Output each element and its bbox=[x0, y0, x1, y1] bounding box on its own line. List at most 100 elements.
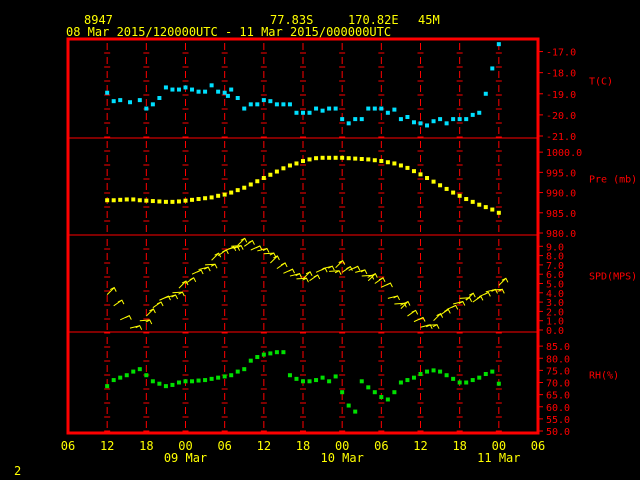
rh-point bbox=[131, 369, 136, 374]
rh-point bbox=[457, 380, 462, 385]
temperature-point bbox=[333, 106, 338, 111]
wind-arrow bbox=[237, 237, 246, 246]
temperature-point bbox=[444, 121, 449, 126]
rh-point bbox=[379, 395, 384, 400]
wind-arrow-head bbox=[255, 245, 263, 251]
pressure-point bbox=[281, 166, 286, 171]
wind-arrow-head bbox=[164, 295, 171, 301]
pressure-point bbox=[118, 197, 123, 202]
wind-arrow bbox=[400, 301, 409, 309]
temperature-point bbox=[216, 89, 221, 94]
rh-point bbox=[490, 369, 495, 374]
wind-arrow-head bbox=[236, 244, 244, 250]
temperature-point bbox=[144, 106, 149, 111]
rh-point bbox=[118, 375, 123, 380]
pressure-point bbox=[392, 161, 397, 166]
wind-arrow bbox=[263, 252, 274, 255]
pressure-point bbox=[398, 163, 403, 168]
pressure-point bbox=[268, 172, 273, 177]
wind-arrow-head bbox=[262, 247, 270, 253]
y-tick-label: -19.0 bbox=[546, 90, 576, 101]
y-tick-label: 1.0 bbox=[546, 317, 564, 328]
wind-arrow bbox=[106, 287, 115, 296]
rh-point bbox=[190, 379, 195, 384]
x-tick-label: 06 bbox=[531, 439, 545, 453]
temperature-point bbox=[411, 120, 416, 125]
pressure-point bbox=[287, 163, 292, 168]
rh-point bbox=[314, 378, 319, 383]
rh-point bbox=[248, 358, 253, 363]
y-tick-label: 1000.0 bbox=[546, 148, 582, 159]
wind-arrow bbox=[296, 277, 307, 280]
pressure-point bbox=[418, 172, 423, 177]
rh-point bbox=[477, 375, 482, 380]
rh-point bbox=[209, 376, 214, 381]
x-tick-label: 12 bbox=[257, 439, 271, 453]
wind-arrow bbox=[302, 271, 311, 280]
temperature-point bbox=[209, 83, 214, 88]
wind-arrow bbox=[335, 260, 344, 269]
y-tick-label: 0.0 bbox=[546, 326, 564, 337]
wind-arrow-head bbox=[240, 237, 248, 243]
temperature-point bbox=[359, 117, 364, 122]
temperature-point bbox=[431, 119, 436, 124]
temperature-point bbox=[128, 100, 133, 105]
pressure-point bbox=[235, 188, 240, 193]
wind-arrow bbox=[211, 252, 220, 261]
y-tick-label: 5.0 bbox=[546, 280, 564, 291]
pressure-point bbox=[340, 155, 345, 160]
wind-arrow-head bbox=[305, 271, 313, 277]
x-tick-label: 18 bbox=[452, 439, 466, 453]
pressure-point bbox=[222, 192, 227, 197]
wind-arrow-head bbox=[469, 292, 476, 298]
panel-label-rh: RH(%) bbox=[589, 371, 619, 382]
x-tick-label: 12 bbox=[100, 439, 114, 453]
wind-arrow bbox=[498, 277, 507, 286]
wind-arrow-head bbox=[476, 295, 484, 301]
y-tick-label: 85.0 bbox=[546, 342, 570, 353]
wind-arrow-head bbox=[210, 263, 218, 269]
pressure-point bbox=[411, 169, 416, 174]
pressure-point bbox=[111, 198, 116, 203]
temperature-point bbox=[157, 96, 162, 100]
pressure-point bbox=[196, 197, 201, 202]
wind-arrow bbox=[465, 292, 474, 301]
pressure-point bbox=[144, 198, 149, 203]
temperature-point bbox=[425, 123, 430, 128]
rh-point bbox=[144, 373, 149, 378]
rh-point bbox=[483, 372, 488, 377]
rh-point bbox=[242, 367, 247, 372]
panel-label-wind: SPD(MPS) bbox=[589, 272, 637, 283]
wind-arrow-head bbox=[498, 288, 505, 294]
rh-point bbox=[170, 382, 175, 387]
wind-arrow bbox=[492, 288, 503, 291]
temperature-point bbox=[111, 99, 116, 104]
wind-arrow-head bbox=[171, 294, 179, 300]
station-lat: 77.83S bbox=[270, 13, 314, 27]
pressure-point bbox=[242, 185, 247, 190]
rh-point bbox=[372, 390, 377, 395]
pressure-point bbox=[359, 157, 364, 162]
temperature-point bbox=[379, 106, 384, 111]
rh-point bbox=[196, 378, 201, 383]
pressure-point bbox=[216, 193, 221, 198]
wind-arrow-head bbox=[125, 314, 132, 320]
rh-point bbox=[444, 373, 449, 378]
wind-arrow bbox=[139, 319, 150, 322]
pressure-point bbox=[209, 195, 214, 200]
rh-point bbox=[229, 373, 234, 378]
y-tick-label: 2.0 bbox=[546, 307, 564, 318]
pressure-point bbox=[183, 198, 188, 203]
pressure-point bbox=[457, 193, 462, 198]
x-tick-label: 06 bbox=[217, 439, 231, 453]
pressure-point bbox=[105, 198, 110, 203]
rh-point bbox=[183, 379, 188, 384]
y-tick-label: 4.0 bbox=[546, 289, 564, 300]
wind-arrow-head bbox=[501, 277, 509, 283]
temperature-point bbox=[392, 107, 397, 112]
x-tick-label: 00 bbox=[492, 439, 506, 453]
wind-arrow-head bbox=[117, 299, 125, 305]
temperature-point bbox=[470, 112, 475, 117]
temperature-point bbox=[307, 110, 312, 115]
